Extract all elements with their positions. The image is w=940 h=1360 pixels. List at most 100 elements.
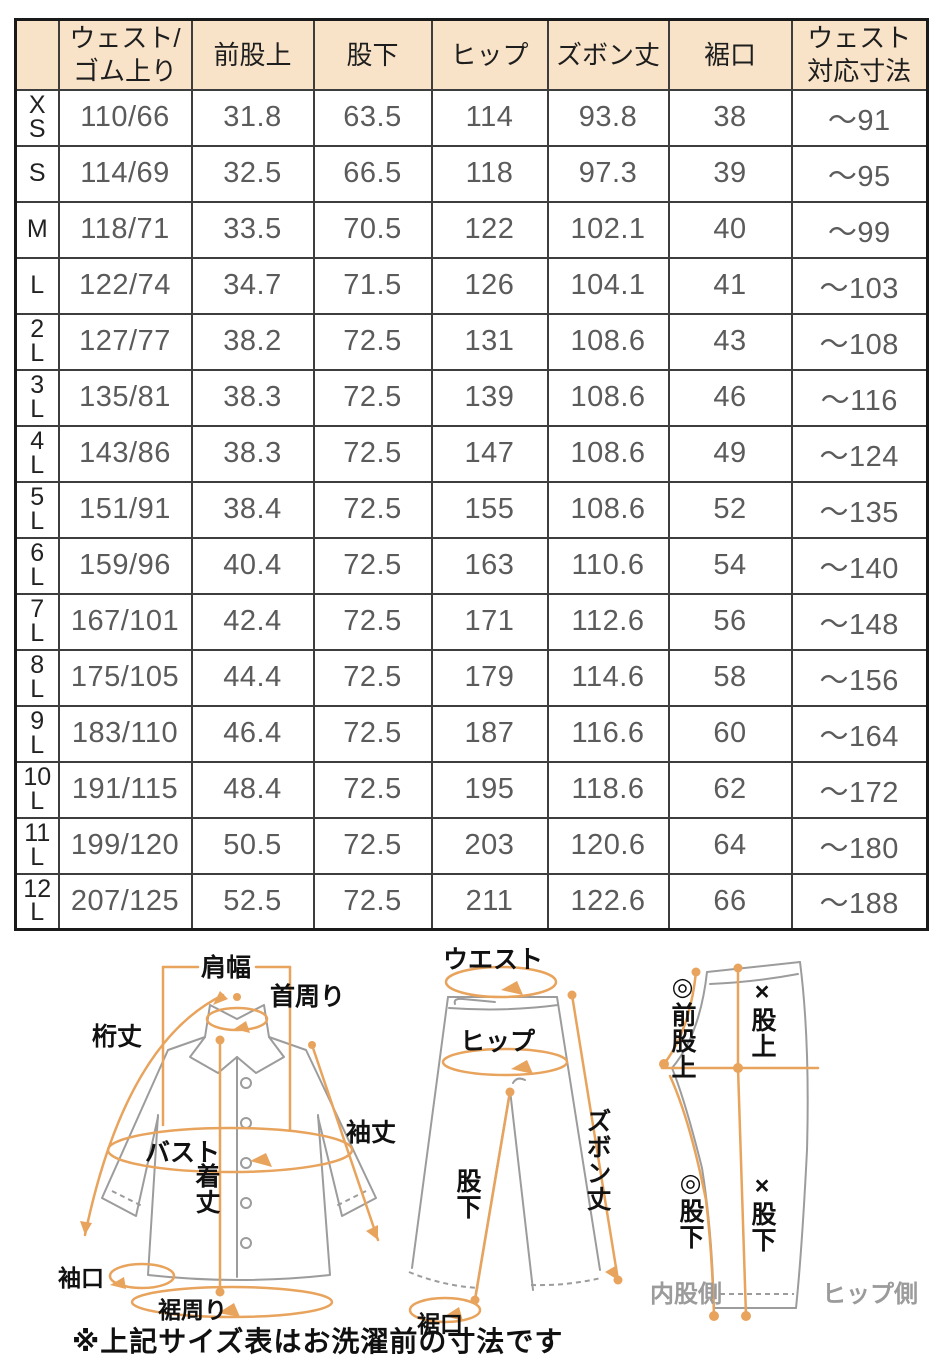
table-cell: 49 bbox=[667, 424, 793, 483]
size-row-label: L bbox=[14, 256, 60, 315]
column-header: 股下 bbox=[312, 18, 433, 91]
table-cell: 72.5 bbox=[312, 872, 433, 931]
pants-side-hip-side-label: ヒップ側 bbox=[822, 1281, 918, 1308]
pants-side-inner-side-label: 内股側 bbox=[650, 1281, 722, 1308]
table-cell: 63.5 bbox=[312, 88, 433, 147]
table-cell: 72.5 bbox=[312, 536, 433, 595]
table-cell: 120.6 bbox=[546, 816, 670, 875]
table-cell: 114 bbox=[430, 88, 549, 147]
table-cell: 70.5 bbox=[312, 200, 433, 259]
pants-front-length-label: ズボン丈 bbox=[583, 1108, 612, 1212]
table-cell: 139 bbox=[430, 368, 549, 427]
shirt-outline bbox=[101, 1004, 377, 1281]
table-cell: 143/86 bbox=[57, 424, 193, 483]
table-row: S 114/69 32.5 66.5 118 97.3 39 〜95 bbox=[14, 144, 929, 203]
table-cell: 72.5 bbox=[312, 592, 433, 651]
table-cell: 〜103 bbox=[790, 256, 929, 315]
table-cell: 72.5 bbox=[312, 648, 433, 707]
table-cell: 40.4 bbox=[190, 536, 315, 595]
shirt-hem-label: 裾周り bbox=[158, 1297, 227, 1323]
table-body: X S 110/66 31.8 63.5 114 93.8 38 〜91 S 114/69 32.5… bbox=[14, 88, 929, 931]
table-cell: 66 bbox=[667, 872, 793, 931]
table-row: 11 L 199/120 50.5 72.5 203 120.6 64 〜180 bbox=[14, 816, 929, 875]
table-cell: 122/74 bbox=[57, 256, 193, 315]
shirt-sleeve-label: 袖丈 bbox=[346, 1118, 396, 1147]
pants-side-inseam-b-label: ×股下 bbox=[748, 1172, 777, 1253]
table-cell: 151/91 bbox=[57, 480, 193, 539]
shirt-labels: 肩幅 首周り 桁丈 バスト 袖丈 着丈 袖口 裾周り bbox=[58, 953, 396, 1323]
table-header: ウェスト/ ゴム上り 前股上 股下 ヒップ ズボン丈 裾口 ウェスト 対応寸法 bbox=[14, 18, 929, 91]
column-header: 前股上 bbox=[190, 18, 315, 91]
table-cell: 108.6 bbox=[546, 480, 670, 539]
shirt-measurement-diagram: 肩幅 首周り 桁丈 バスト 袖丈 着丈 袖口 裾周り bbox=[58, 953, 396, 1323]
table-cell: 〜156 bbox=[790, 648, 929, 707]
header-row: ウェスト/ ゴム上り 前股上 股下 ヒップ ズボン丈 裾口 ウェスト 対応寸法 bbox=[14, 18, 929, 91]
table-cell: 116.6 bbox=[546, 704, 670, 763]
table-cell: 〜172 bbox=[790, 760, 929, 819]
pants-side-front-rise-label: ◎前股上 bbox=[668, 972, 697, 1080]
table-row: 2 L 127/77 38.2 72.5 131 108.6 43 〜108 bbox=[14, 312, 929, 371]
table-cell: 〜164 bbox=[790, 704, 929, 763]
table-cell: 60 bbox=[667, 704, 793, 763]
size-row-label: 4 L bbox=[14, 424, 60, 483]
table-cell: 72.5 bbox=[312, 368, 433, 427]
measurement-diagrams: 肩幅 首周り 桁丈 バスト 袖丈 着丈 袖口 裾周り bbox=[0, 940, 940, 1337]
table-cell: 102.1 bbox=[546, 200, 670, 259]
table-cell: 54 bbox=[667, 536, 793, 595]
table-cell: 52.5 bbox=[190, 872, 315, 931]
table-cell: 175/105 bbox=[57, 648, 193, 707]
table-row: 4 L 143/86 38.3 72.5 147 108.6 49 〜124 bbox=[14, 424, 929, 483]
table-cell: 39 bbox=[667, 144, 793, 203]
table-row: 5 L 151/91 38.4 72.5 155 108.6 52 〜135 bbox=[14, 480, 929, 539]
table-cell: 72.5 bbox=[312, 424, 433, 483]
table-cell: 112.6 bbox=[546, 592, 670, 651]
table-cell: 64 bbox=[667, 816, 793, 875]
table-cell: 135/81 bbox=[57, 368, 193, 427]
table-cell: 183/110 bbox=[57, 704, 193, 763]
size-row-label: 7 L bbox=[14, 592, 60, 651]
table-cell: 56 bbox=[667, 592, 793, 651]
table-cell: 203 bbox=[430, 816, 549, 875]
table-cell: 131 bbox=[430, 312, 549, 371]
pre-wash-note: ※上記サイズ表はお洗濯前の寸法です bbox=[72, 1326, 564, 1357]
table-row: 7 L 167/101 42.4 72.5 171 112.6 56 〜148 bbox=[14, 592, 929, 651]
size-row-label: 6 L bbox=[14, 536, 60, 595]
table-cell: 〜180 bbox=[790, 816, 929, 875]
table-cell: 33.5 bbox=[190, 200, 315, 259]
column-header: ウェスト/ ゴム上り bbox=[57, 18, 193, 91]
table-row: 3 L 135/81 38.3 72.5 139 108.6 46 〜116 bbox=[14, 368, 929, 427]
column-header: ウェスト 対応寸法 bbox=[790, 18, 929, 91]
size-row-label: 9 L bbox=[14, 704, 60, 763]
table-cell: 〜116 bbox=[790, 368, 929, 427]
size-row-label: 10 L bbox=[14, 760, 60, 819]
table-cell: 171 bbox=[430, 592, 549, 651]
table-cell: 43 bbox=[667, 312, 793, 371]
table-cell: 167/101 bbox=[57, 592, 193, 651]
shirt-cuff-label: 袖口 bbox=[58, 1265, 104, 1291]
pants-front-labels: ウエスト ヒップ ズボン丈 股下 裾口 bbox=[417, 946, 612, 1337]
table-cell: 118.6 bbox=[546, 760, 670, 819]
shirt-length-label: 着丈 bbox=[192, 1162, 222, 1215]
table-cell: 108.6 bbox=[546, 312, 670, 371]
table-cell: 38.3 bbox=[190, 368, 315, 427]
size-row-label: X S bbox=[14, 88, 60, 147]
table-cell: 114.6 bbox=[546, 648, 670, 707]
table-cell: 31.8 bbox=[190, 88, 315, 147]
table-row: X S 110/66 31.8 63.5 114 93.8 38 〜91 bbox=[14, 88, 929, 147]
shirt-neck-label: 首周り bbox=[270, 982, 345, 1011]
table-cell: 44.4 bbox=[190, 648, 315, 707]
table-row: 9 L 183/110 46.4 72.5 187 116.6 60 〜164 bbox=[14, 704, 929, 763]
table-cell: 52 bbox=[667, 480, 793, 539]
table-cell: 179 bbox=[430, 648, 549, 707]
table-cell: 38.4 bbox=[190, 480, 315, 539]
table-cell: 72.5 bbox=[312, 480, 433, 539]
pants-front-inseam-label: 股下 bbox=[453, 1168, 482, 1220]
table-cell: 72.5 bbox=[312, 816, 433, 875]
table-cell: 97.3 bbox=[546, 144, 670, 203]
table-cell: 147 bbox=[430, 424, 549, 483]
table-cell: 122.6 bbox=[546, 872, 670, 931]
size-row-label: 3 L bbox=[14, 368, 60, 427]
table-cell: 〜108 bbox=[790, 312, 929, 371]
shirt-yuki-label: 桁丈 bbox=[92, 1023, 142, 1051]
